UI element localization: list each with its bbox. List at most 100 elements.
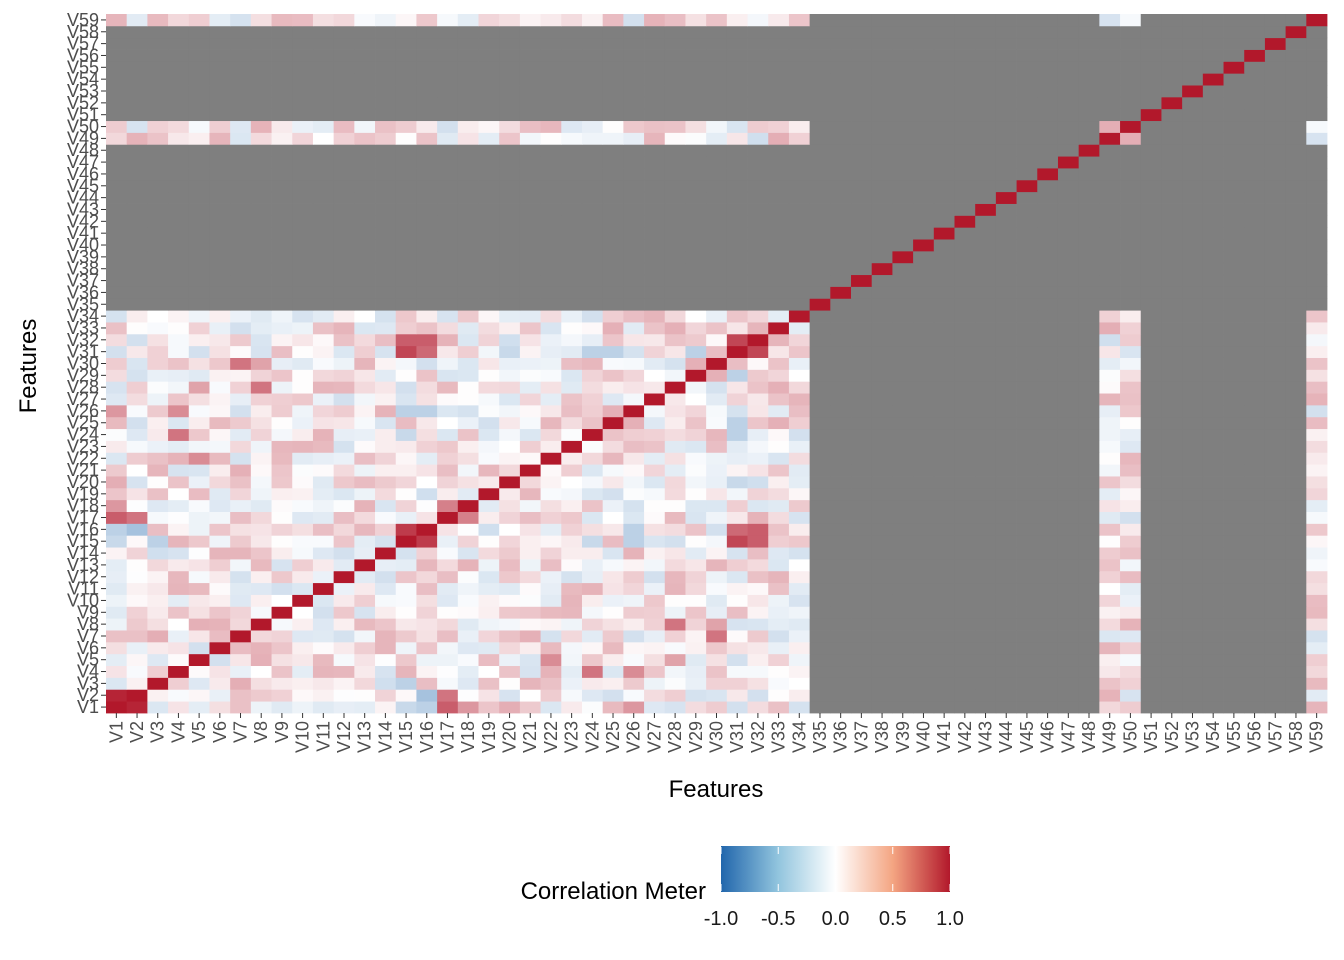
- heatmap-cell: [1306, 286, 1328, 299]
- heatmap-cell: [623, 499, 645, 512]
- heatmap-cell: [747, 179, 769, 193]
- heatmap-cell: [1244, 322, 1266, 335]
- heatmap-cell: [644, 96, 666, 110]
- heatmap-cell: [1264, 369, 1287, 382]
- heatmap-cell: [478, 262, 500, 276]
- heatmap-cell: [1161, 570, 1183, 584]
- heatmap-cell: [478, 641, 500, 655]
- heatmap-cell: [1202, 487, 1224, 501]
- heatmap-cell: [561, 203, 583, 216]
- heatmap-cell: [685, 440, 707, 453]
- heatmap-cell: [188, 594, 210, 607]
- heatmap-cell: [1223, 168, 1245, 181]
- heatmap-cell: [581, 191, 604, 204]
- heatmap-cell: [1182, 61, 1204, 74]
- heatmap-cell: [664, 262, 686, 276]
- heatmap-cell: [1244, 689, 1266, 702]
- heatmap-cell: [726, 239, 748, 252]
- heatmap-cell: [726, 381, 748, 394]
- heatmap-cell: [1078, 227, 1100, 240]
- heatmap-cell: [1057, 677, 1080, 690]
- heatmap-cell: [1244, 440, 1266, 453]
- heatmap-cell: [933, 168, 955, 181]
- heatmap-cell: [209, 428, 231, 441]
- heatmap-cell: [250, 85, 272, 98]
- heatmap-cell: [1140, 689, 1162, 702]
- heatmap-cell: [644, 404, 666, 418]
- heatmap-cell: [271, 345, 293, 358]
- heatmap-cell: [581, 416, 604, 430]
- heatmap-cell: [106, 369, 128, 382]
- heatmap-cell: [126, 203, 148, 216]
- x-tick-label: V52: [1162, 721, 1182, 753]
- heatmap-cell: [1120, 606, 1142, 619]
- heatmap-cell: [354, 345, 376, 358]
- heatmap-cell: [1078, 464, 1100, 477]
- heatmap-cell: [561, 689, 583, 702]
- heatmap-cell: [1016, 61, 1038, 74]
- heatmap-cell: [375, 570, 397, 584]
- heatmap-cell: [1182, 132, 1204, 145]
- heatmap-cell: [602, 689, 624, 702]
- heatmap-cell: [788, 357, 811, 370]
- heatmap-cell: [1264, 168, 1287, 181]
- heatmap-cell: [644, 310, 666, 323]
- heatmap-cell: [271, 381, 293, 394]
- heatmap-cell: [333, 191, 355, 204]
- heatmap-cell: [809, 665, 831, 678]
- heatmap-cell: [271, 262, 293, 276]
- heatmap-cell: [561, 618, 583, 631]
- heatmap-cell: [1161, 618, 1183, 631]
- heatmap-cell: [602, 499, 624, 512]
- heatmap-cell: [478, 61, 500, 74]
- heatmap-cell: [1285, 85, 1307, 98]
- heatmap-cell: [478, 49, 500, 62]
- heatmap-cell: [333, 499, 355, 512]
- heatmap-cell: [292, 96, 314, 110]
- heatmap-cell: [1140, 618, 1162, 631]
- heatmap-cell: [1182, 701, 1204, 714]
- heatmap-cell: [726, 345, 748, 358]
- heatmap-cell: [519, 96, 541, 110]
- heatmap-cell: [1223, 14, 1245, 27]
- heatmap-cell: [602, 61, 624, 74]
- heatmap-cell: [540, 369, 562, 382]
- heatmap-cell: [1264, 476, 1287, 489]
- heatmap-cell: [1223, 499, 1245, 512]
- heatmap-cell: [519, 535, 541, 548]
- heatmap-cell: [395, 262, 417, 276]
- heatmap-cell: [416, 594, 438, 607]
- heatmap-cell: [851, 274, 873, 287]
- heatmap-cell: [851, 96, 873, 110]
- heatmap-cell: [1182, 73, 1204, 86]
- heatmap-cell: [519, 144, 541, 157]
- heatmap-cell: [457, 369, 479, 382]
- heatmap-cell: [250, 262, 272, 276]
- heatmap-cell: [1306, 594, 1328, 607]
- heatmap-cell: [1016, 428, 1038, 441]
- legend-ticks: -1.0 -0.5 0.0 0.5 1.0: [704, 847, 964, 930]
- heatmap-cell: [892, 25, 914, 39]
- heatmap-cell: [830, 37, 852, 50]
- heatmap-cell: [499, 677, 521, 690]
- heatmap-cell: [457, 286, 479, 299]
- heatmap-cell: [747, 227, 769, 240]
- heatmap-cell: [768, 641, 790, 655]
- heatmap-cell: [871, 547, 893, 560]
- heatmap-cell: [1306, 511, 1328, 524]
- heatmap-cell: [437, 215, 459, 228]
- heatmap-cell: [788, 144, 811, 157]
- heatmap-cell: [478, 428, 500, 441]
- heatmap-cell: [1285, 345, 1307, 358]
- heatmap-cell: [230, 310, 252, 323]
- heatmap-cell: [1037, 322, 1059, 335]
- heatmap-cell: [1120, 120, 1142, 133]
- heatmap-cell: [1244, 286, 1266, 299]
- heatmap-cell: [561, 96, 583, 110]
- heatmap-cell: [271, 310, 293, 323]
- heatmap-cell: [975, 61, 997, 74]
- heatmap-cell: [664, 85, 686, 98]
- heatmap-cell: [995, 594, 1017, 607]
- heatmap-cell: [416, 641, 438, 655]
- heatmap-cell: [312, 322, 335, 335]
